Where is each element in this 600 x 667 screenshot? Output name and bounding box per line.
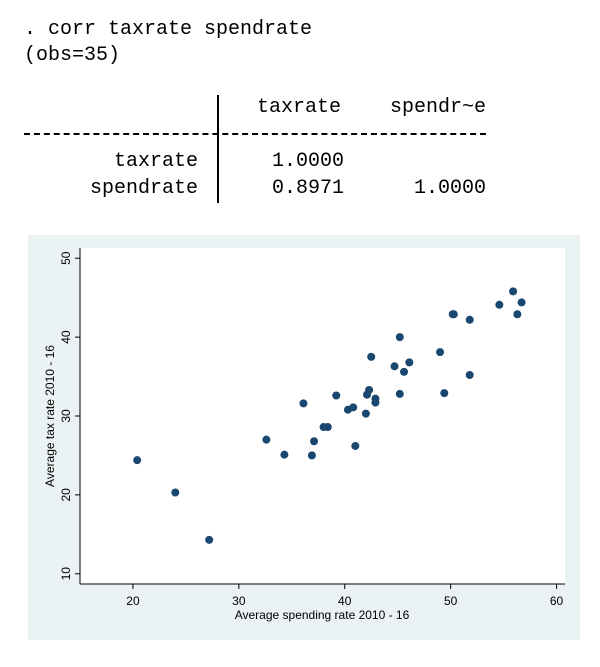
point [367, 352, 376, 361]
plot-area [80, 248, 565, 584]
point [349, 403, 358, 412]
y-axis-title: Average tax rate 2010 - 16 [43, 345, 57, 487]
x-tick-label: 20 [126, 594, 140, 608]
obs: (obs=35) [24, 44, 121, 67]
cell: 1.0000 [272, 150, 345, 173]
point [400, 367, 409, 376]
point [280, 450, 289, 459]
point [513, 310, 522, 319]
command: . corr taxrate spendrate [24, 18, 313, 41]
cell: 1.0000 [413, 177, 486, 200]
point [310, 437, 319, 446]
y-tick-label: 40 [59, 330, 73, 344]
point [395, 333, 404, 342]
point [332, 391, 341, 400]
y-tick-label: 50 [59, 251, 73, 265]
point [449, 310, 458, 319]
separator [24, 133, 486, 135]
y-tick-label: 10 [59, 567, 73, 581]
point [395, 389, 404, 398]
point [361, 409, 370, 418]
point [436, 348, 445, 357]
point [517, 298, 526, 307]
point [351, 441, 360, 450]
x-tick-label: 30 [232, 594, 246, 608]
point [299, 399, 308, 408]
point [440, 389, 449, 398]
x-tick-label: 40 [338, 594, 352, 608]
row-label: spendrate [89, 177, 198, 200]
x-axis-title: Average spending rate 2010 - 16 [235, 608, 410, 622]
point [133, 456, 142, 465]
cell: 0.8971 [272, 177, 345, 200]
column-header: taxrate [257, 96, 342, 119]
point [405, 358, 414, 367]
point [495, 300, 504, 309]
y-tick-label: 20 [59, 488, 73, 502]
point [465, 315, 474, 324]
point [323, 423, 332, 432]
point [465, 370, 474, 379]
column-header: spendr~e [389, 96, 486, 119]
row-label: taxrate [113, 150, 198, 173]
point [262, 435, 271, 444]
point [509, 287, 518, 296]
separator [217, 95, 219, 203]
x-tick-label: 50 [444, 594, 458, 608]
point [205, 535, 214, 544]
y-tick-label: 30 [59, 409, 73, 423]
point [171, 488, 180, 497]
point [307, 451, 316, 460]
point [365, 385, 374, 394]
x-tick-label: 60 [550, 594, 564, 608]
point [371, 398, 380, 407]
point [390, 362, 399, 371]
